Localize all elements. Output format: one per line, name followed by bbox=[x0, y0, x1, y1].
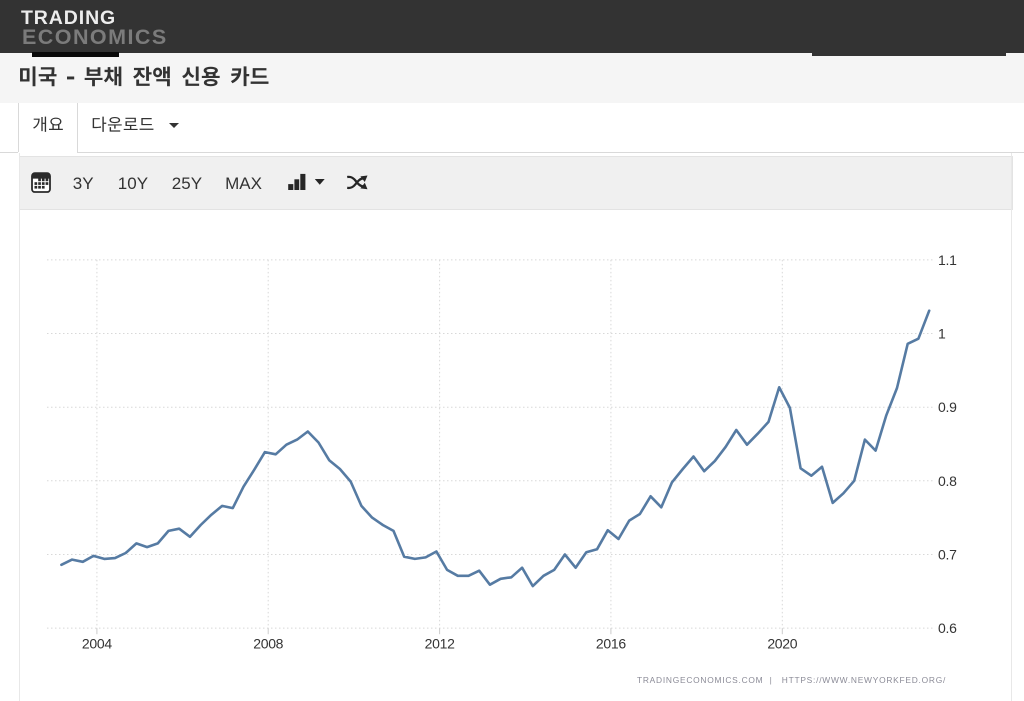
svg-text:0.8: 0.8 bbox=[938, 473, 957, 489]
svg-text:1.1: 1.1 bbox=[938, 252, 957, 268]
svg-text:1: 1 bbox=[938, 326, 946, 342]
svg-text:2004: 2004 bbox=[82, 636, 112, 652]
svg-text:2016: 2016 bbox=[596, 636, 626, 652]
svg-text:2008: 2008 bbox=[253, 636, 283, 652]
svg-text:2020: 2020 bbox=[767, 636, 797, 652]
svg-text:0.7: 0.7 bbox=[938, 547, 957, 563]
svg-text:0.9: 0.9 bbox=[938, 399, 957, 415]
svg-text:0.6: 0.6 bbox=[938, 620, 957, 636]
svg-text:2012: 2012 bbox=[425, 636, 455, 652]
